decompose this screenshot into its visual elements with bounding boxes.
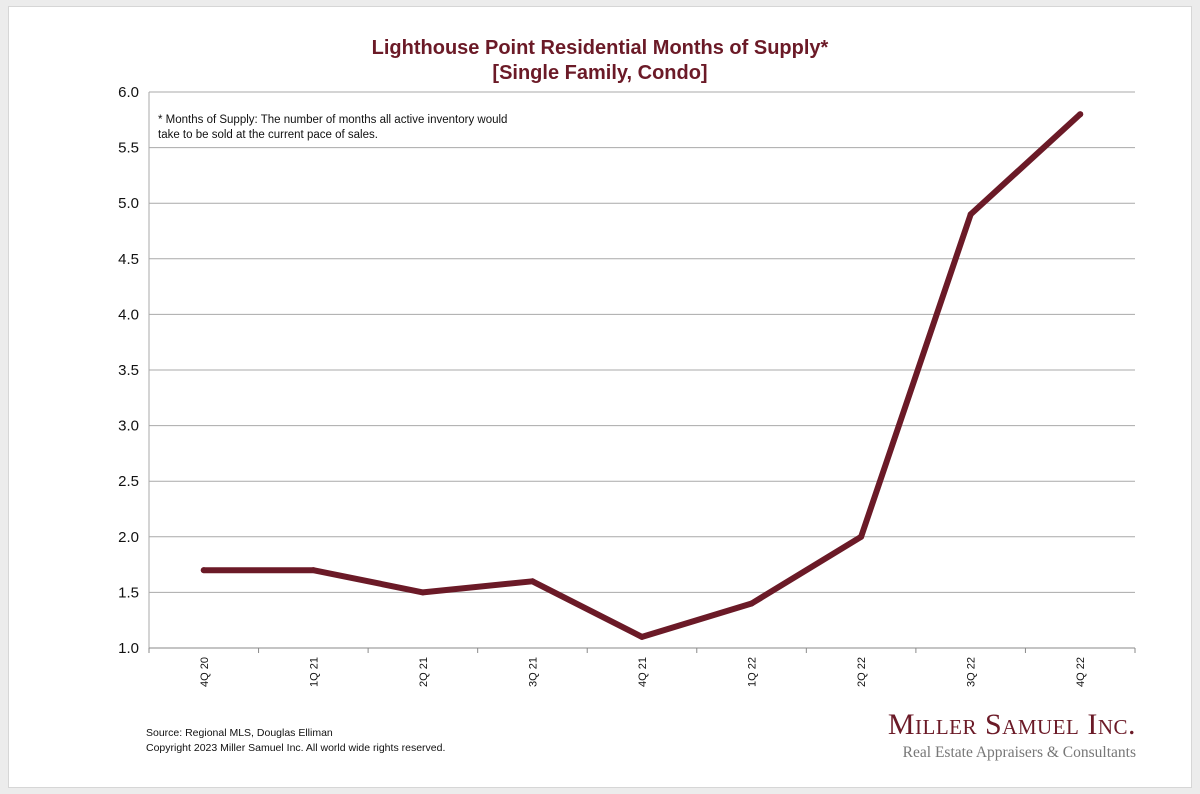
y-tick-label: 1.5 xyxy=(118,584,139,601)
y-tick-label: 4.0 xyxy=(118,306,139,323)
copyright-text: Copyright 2023 Miller Samuel Inc. All wo… xyxy=(146,742,446,754)
y-tick-label: 2.0 xyxy=(118,529,139,546)
brand-tagline: Real Estate Appraisers & Consultants xyxy=(902,744,1136,761)
data-point xyxy=(748,600,755,607)
y-tick-label: 5.5 xyxy=(118,140,139,157)
x-tick-label: 2Q 22 xyxy=(856,657,868,687)
x-tick-label: 4Q 20 xyxy=(199,657,211,687)
source-text: Source: Regional MLS, Douglas Elliman xyxy=(146,727,333,739)
y-tick-label: 3.0 xyxy=(118,418,139,435)
series-line xyxy=(200,111,1084,640)
data-point xyxy=(639,633,645,640)
y-tick-label: 5.0 xyxy=(118,195,139,212)
data-point xyxy=(200,567,207,574)
x-tick-label: 4Q 21 xyxy=(637,657,649,687)
y-tick-label: 3.5 xyxy=(118,362,139,379)
y-tick-label: 4.5 xyxy=(118,251,139,268)
data-point xyxy=(310,567,317,574)
x-axis: 4Q 20 1Q 21 2Q 21 3Q 21 4Q 21 1Q 22 2Q 22 3Q 22… xyxy=(148,92,1136,687)
data-point xyxy=(529,578,536,585)
brand-logo: Miller Samuel Inc. Real Estate Appraiser… xyxy=(888,708,1136,764)
chart-frame xyxy=(8,6,1192,788)
x-tick-label: 1Q 22 xyxy=(747,657,759,687)
x-tick-label: 3Q 22 xyxy=(966,657,978,687)
chart-subtitle: [Single Family, Condo] xyxy=(492,62,708,84)
gridlines xyxy=(149,91,1135,649)
x-tick-label: 2Q 21 xyxy=(418,657,430,687)
months-of-supply-note: * Months of Supply: The number of months… xyxy=(158,114,508,141)
data-point xyxy=(1077,111,1084,118)
x-tick-label: 4Q 22 xyxy=(1075,657,1087,687)
series-group xyxy=(200,111,1084,640)
data-point xyxy=(858,533,865,540)
y-tick-label: 2.5 xyxy=(118,473,139,490)
x-tick-label: 3Q 21 xyxy=(527,657,539,687)
y-axis-ticks: 1.0 1.5 2.0 2.5 3.0 3.5 4.0 4.5 5.0 5.5 6.0 xyxy=(118,84,139,657)
y-tick-label: 1.0 xyxy=(118,640,139,657)
brand-name: Miller Samuel Inc. xyxy=(887,708,1136,741)
chart-title: Lighthouse Point Residential Months of S… xyxy=(371,37,829,59)
x-tick-label: 1Q 21 xyxy=(308,657,320,687)
data-point xyxy=(419,589,426,596)
data-point xyxy=(967,211,974,218)
y-tick-label: 6.0 xyxy=(118,84,139,101)
